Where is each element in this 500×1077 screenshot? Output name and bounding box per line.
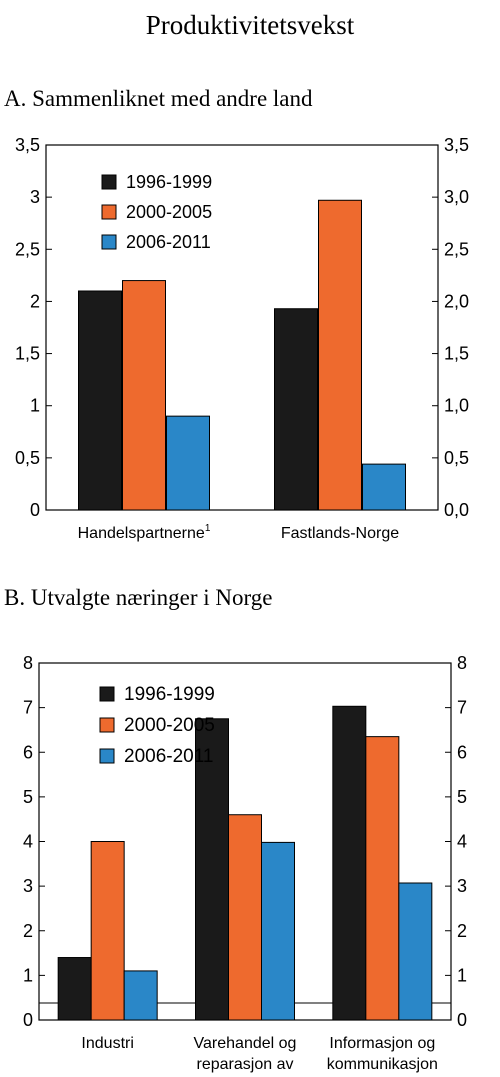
chart-b-category-label: Varehandel og (194, 1035, 297, 1052)
chart-a-legend-swatch (101, 204, 117, 220)
chart-a-right-tick-label: 0,5 (444, 448, 469, 468)
chart-b-right-tick-label: 0 (457, 1010, 467, 1030)
chart-a-plot-frame (45, 144, 439, 511)
chart-a-category-label: Handelspartnerne1 (78, 523, 211, 542)
chart-b-legend-swatch (99, 686, 115, 702)
chart-a-legend-label: 1996-1999 (126, 172, 212, 192)
chart-a-bar-3-2 (362, 463, 406, 511)
chart-a-right-tick-label: 2,0 (444, 291, 469, 311)
chart-a-legend-label: 2000-2005 (126, 202, 212, 222)
chart-a-bar-2-2 (318, 199, 362, 511)
chart-a-left-tick-label: 3,5 (15, 135, 40, 155)
chart-b-bar-3-2 (261, 841, 295, 1021)
chart-b-right-tick-label: 1 (457, 965, 467, 985)
chart-a-left-tick-label: 3 (30, 187, 40, 207)
chart-a-bar-3-1 (166, 415, 210, 511)
chart-a-left-tick-label: 2 (30, 291, 40, 311)
chart-b-left-tick-label: 8 (23, 653, 33, 673)
chart-a-right-tick-label: 3,0 (444, 187, 469, 207)
chart-b-left-tick-label: 3 (23, 876, 33, 896)
chart-a-right-tick-label: 0,0 (444, 500, 469, 520)
chart-b-left-tick-label: 2 (23, 921, 33, 941)
chart-b-legend-swatch (99, 748, 115, 764)
chart-a-left-tick-label: 1 (30, 396, 40, 416)
chart-a-category-label: Fastlands-Norge (281, 525, 399, 542)
chart-a-bar-2-1 (122, 280, 166, 511)
chart-b-right-tick-label: 6 (457, 742, 467, 762)
chart-b-left-tick-label: 5 (23, 787, 33, 807)
chart-a-bar-1-1 (78, 290, 122, 511)
chart-a-right-tick-label: 1,0 (444, 396, 469, 416)
chart-b-category-label: Informasjon og (329, 1035, 435, 1052)
chart-a-left-tick-label: 1,5 (15, 344, 40, 364)
chart-a-left-tick-label: 2,5 (15, 239, 40, 259)
page-title: Produktivitetsvekst (145, 10, 355, 40)
chart-b-left-tick-label: 4 (23, 832, 33, 852)
chart-b-left-tick-label: 1 (23, 965, 33, 985)
chart-b-right-tick-label: 2 (457, 921, 467, 941)
chart-b-left-tick-label: 7 (23, 698, 33, 718)
chart-b-right-tick-label: 5 (457, 787, 467, 807)
chart-b-legend-label: 2000-2005 (124, 715, 215, 736)
chart-a-legend-label: 2006-2011 (126, 232, 211, 252)
chart-b-category-label: Industri (81, 1035, 133, 1052)
chart-b-bar-3-1 (123, 970, 158, 1021)
panel-a-subtitle: A. Sammenliknet med andre land (4, 86, 313, 111)
chart-b-right-tick-label: 4 (457, 832, 467, 852)
chart-b-category-label: kommunikasjon (327, 1056, 438, 1073)
chart-b-bar-2-1 (90, 841, 125, 1021)
panel-b-subtitle: B. Utvalgte næringer i Norge (4, 585, 273, 610)
chart-a-legend-swatch (101, 234, 117, 250)
chart-b-bar-2-2 (228, 814, 262, 1021)
chart-a-category-superscript: 1 (205, 523, 211, 534)
chart-b-bar-3-3 (398, 882, 433, 1021)
chart-b-right-tick-label: 8 (457, 653, 467, 673)
chart-a-right-tick-label: 2,5 (444, 239, 469, 259)
chart-b-bar-1-2 (195, 718, 229, 1021)
chart-a-legend-swatch (101, 174, 117, 190)
chart-b-left-tick-label: 0 (23, 1010, 33, 1030)
chart-a-right-tick-label: 1,5 (444, 344, 469, 364)
chart-b-bar-2-3 (365, 736, 400, 1021)
chart-a-left-tick-label: 0,5 (15, 448, 40, 468)
chart-b-bar-1-3 (332, 705, 367, 1021)
chart-b-left-tick-label: 6 (23, 742, 33, 762)
chart-b-right-tick-label: 7 (457, 698, 467, 718)
chart-b-legend-label: 1996-1999 (124, 684, 215, 705)
chart-b-legend-label: 2006-2011 (124, 746, 213, 767)
chart-b-right-tick-label: 3 (457, 876, 467, 896)
chart-b-legend-swatch (99, 717, 115, 733)
chart-a-right-tick-label: 3,5 (444, 135, 469, 155)
chart-a-left-tick-label: 0 (30, 500, 40, 520)
chart-panel-a: 0 0,0 0,5 0,5 1 1,0 1,5 1,5 2 2,0 2,5 2,5 3 3,0 3,5 3,5… (15, 135, 469, 542)
chart-b-category-label: reparasjon av (197, 1056, 294, 1073)
chart-b-bar-1-1 (57, 957, 92, 1021)
chart-a-bar-1-2 (274, 308, 318, 511)
